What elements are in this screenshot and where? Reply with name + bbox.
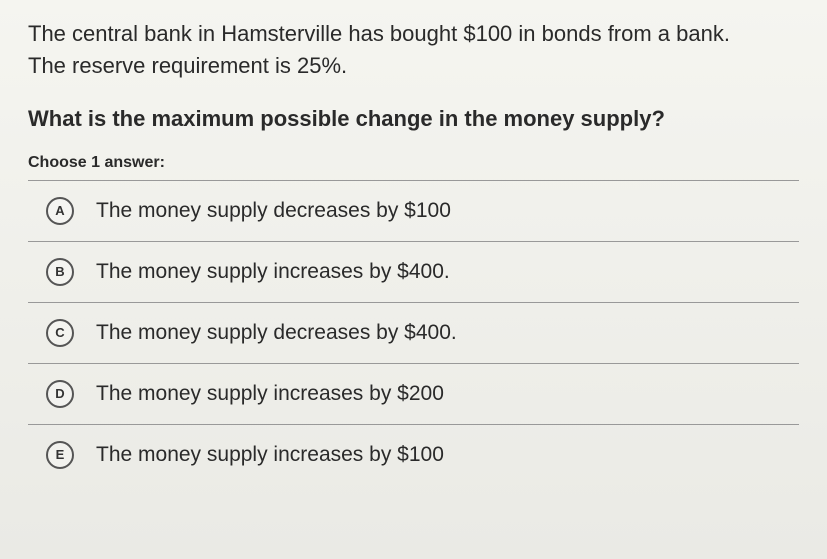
answer-pre: The money supply increases by [96,443,397,466]
answer-amount: $100 [397,443,444,466]
choose-label: Choose 1 answer: [28,154,799,172]
answer-text-b: The money supply increases by $400. [96,260,450,284]
intro-text-2-end: . [341,53,347,78]
answer-post: . [451,321,457,344]
answer-text-a: The money supply decreases by $100 [96,199,451,223]
question-prompt: What is the maximum possible change in t… [28,106,799,132]
answer-option-b[interactable]: B The money supply increases by $400. [28,241,799,302]
radio-letter-a: A [46,197,74,225]
answer-option-d[interactable]: D The money supply increases by $200 [28,363,799,424]
answer-pre: The money supply increases by [96,382,397,405]
answer-pre: The money supply increases by [96,260,397,283]
answer-option-a[interactable]: A The money supply decreases by $100 [28,180,799,241]
answer-amount: $400 [404,321,451,344]
radio-letter-d: D [46,380,74,408]
intro-text-2: The reserve requirement is [28,53,297,78]
intro-text-1: The central bank in Hamsterville has bou… [28,21,463,46]
radio-letter-e: E [46,441,74,469]
answer-post: . [444,260,450,283]
answer-amount: $100 [404,199,451,222]
answer-text-d: The money supply increases by $200 [96,382,444,406]
radio-letter-c: C [46,319,74,347]
intro-text-1-end: in bonds from a bank. [512,21,730,46]
intro-amount: $100 [463,21,512,46]
answers-list: A The money supply decreases by $100 B T… [28,180,799,485]
answer-text-c: The money supply decreases by $400. [96,321,457,345]
answer-text-e: The money supply increases by $100 [96,443,444,467]
radio-letter-b: B [46,258,74,286]
answer-pre: The money supply decreases by [96,199,404,222]
answer-option-c[interactable]: C The money supply decreases by $400. [28,302,799,363]
question-intro: The central bank in Hamsterville has bou… [28,18,799,82]
answer-amount: $200 [397,382,444,405]
answer-option-e[interactable]: E The money supply increases by $100 [28,424,799,485]
intro-pct: 25% [297,53,341,78]
answer-amount: $400 [397,260,444,283]
answer-pre: The money supply decreases by [96,321,404,344]
